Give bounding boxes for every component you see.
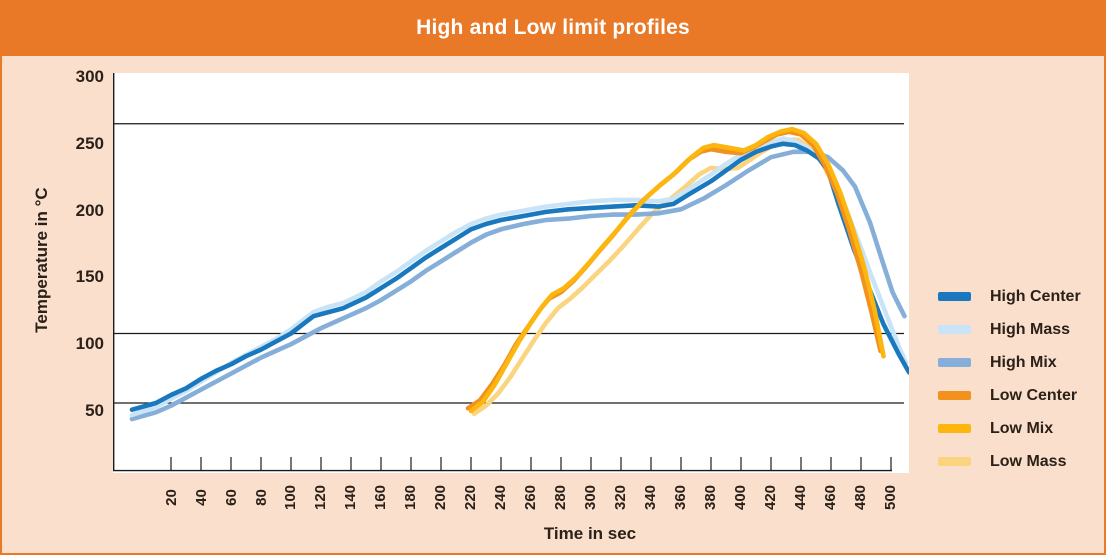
y-tick-label: 50 [85, 401, 104, 420]
x-tick-label: 360 [672, 484, 690, 511]
legend-swatch [938, 325, 971, 334]
x-tick-label: 380 [702, 484, 720, 511]
x-tick-label: 340 [642, 484, 660, 511]
legend-item-low-mass: Low Mass [938, 445, 1081, 478]
y-tick-label: 200 [75, 200, 104, 220]
x-axis-title: Time in sec [543, 524, 637, 543]
x-tick-label: 220 [462, 484, 480, 511]
legend-label: Low Mix [990, 419, 1054, 437]
x-tick-label: 260 [522, 484, 540, 511]
legend-item-low-center: Low Center [938, 379, 1081, 412]
chart-title: High and Low limit profiles [416, 16, 690, 39]
plot-area [113, 73, 909, 473]
chart-header-bar: High and Low limit profiles [0, 0, 1106, 56]
legend-label: High Center [990, 287, 1081, 305]
x-tick-label: 460 [822, 484, 840, 511]
legend-swatch [938, 424, 971, 433]
x-tick-label: 400 [732, 484, 750, 511]
legend-label: Low Mass [990, 452, 1067, 470]
legend-swatch [938, 358, 971, 367]
x-tick-label: 120 [312, 484, 330, 511]
x-tick-label: 80 [252, 489, 270, 506]
x-tick-label: 40 [192, 489, 210, 506]
legend-item-low-mix: Low Mix [938, 412, 1081, 445]
legend-item-high-mix: High Mix [938, 346, 1081, 379]
series-line-high-mass [129, 136, 909, 418]
legend-item-high-center: High Center [938, 280, 1081, 313]
x-tick-label: 240 [492, 484, 510, 511]
y-tick-label: 150 [75, 267, 104, 287]
y-tick-label: 250 [75, 133, 104, 153]
legend-item-high-mass: High Mass [938, 313, 1081, 346]
x-tick-label: 20 [162, 489, 180, 506]
legend-swatch [938, 391, 971, 400]
series-line-high-mix [129, 149, 907, 422]
x-tick-label: 280 [552, 484, 570, 511]
legend: High Center High Mass High Mix Low Center Lo… [938, 280, 1081, 478]
legend-swatch [938, 457, 971, 466]
legend-swatch [938, 292, 971, 301]
x-tick-label: 300 [582, 484, 600, 511]
x-tick-label: 200 [432, 484, 450, 511]
x-tick-label: 100 [282, 484, 300, 511]
x-tick-label: 440 [792, 484, 810, 511]
legend-label: High Mass [990, 320, 1071, 338]
series-line-low-mix [468, 126, 886, 414]
y-tick-label: 300 [75, 67, 104, 86]
x-tick-label: 160 [372, 484, 390, 511]
x-tick-label: 60 [222, 489, 240, 506]
x-tick-label: 180 [402, 484, 420, 511]
y-axis-title: Temperature in °C [32, 187, 51, 333]
legend-label: High Mix [990, 353, 1057, 371]
y-tick-label: 100 [75, 334, 104, 354]
x-tick-label: 480 [852, 484, 870, 511]
x-tick-label: 420 [762, 484, 780, 511]
series-line-high-center [129, 141, 909, 413]
x-tick-label: 320 [612, 484, 630, 511]
x-tick-label: 140 [342, 484, 360, 511]
legend-label: Low Center [990, 386, 1078, 404]
x-tick-label: 500 [882, 484, 900, 511]
